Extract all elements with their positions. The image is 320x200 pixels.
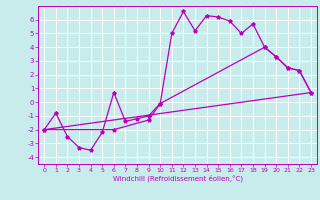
X-axis label: Windchill (Refroidissement éolien,°C): Windchill (Refroidissement éolien,°C) (113, 175, 243, 182)
